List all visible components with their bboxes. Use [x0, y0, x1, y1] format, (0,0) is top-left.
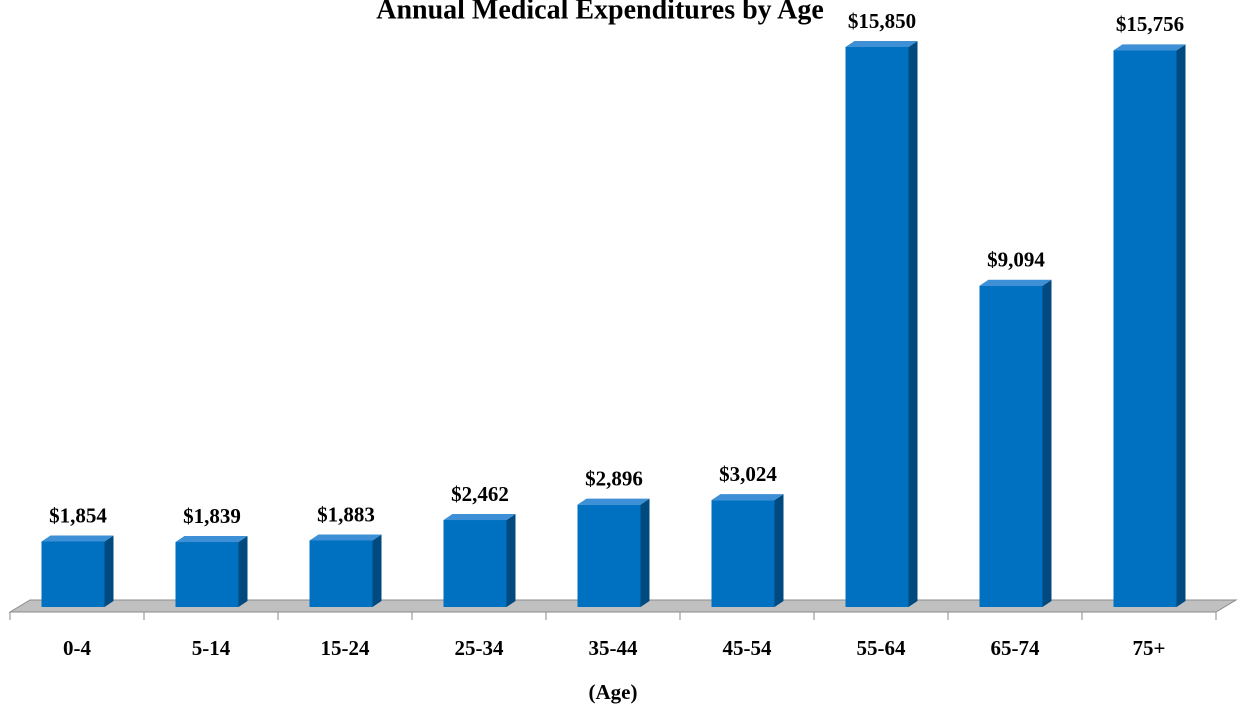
x-tick-label: 45-54: [723, 636, 772, 660]
bar-side: [238, 536, 248, 607]
bar-top: [577, 498, 650, 505]
x-axis-label: (Age): [589, 680, 638, 704]
bar: [309, 540, 373, 607]
bar-top: [1113, 44, 1186, 51]
bar-top: [711, 494, 784, 501]
bar: [443, 520, 507, 607]
bar-top: [309, 534, 382, 541]
bar-top: [845, 41, 918, 47]
data-label: $9,094: [987, 248, 1045, 272]
data-label: $3,024: [719, 462, 777, 486]
x-tick-label: 55-64: [857, 636, 906, 660]
bar-top: [443, 514, 516, 521]
bar-side: [104, 535, 114, 607]
x-tick-label: 15-24: [321, 636, 370, 660]
x-tick-label: 35-44: [589, 636, 638, 660]
x-tick-label: 65-74: [991, 636, 1040, 660]
data-label: $15,756: [1116, 12, 1184, 36]
bar-side: [640, 498, 650, 607]
bar-side: [506, 514, 516, 607]
data-label: $1,839: [183, 504, 241, 528]
bar-side: [372, 534, 382, 607]
data-label: $2,896: [585, 466, 643, 490]
x-tick-label: 0-4: [63, 636, 91, 660]
bar: [41, 541, 105, 607]
bar: [1113, 50, 1177, 607]
bar-side: [908, 41, 918, 607]
data-label: $2,462: [451, 482, 509, 506]
chart-title: Annual Medical Expenditures by Age: [376, 0, 824, 25]
bar-side: [1042, 279, 1052, 607]
bar: [577, 504, 641, 607]
bar-top: [175, 536, 248, 543]
bar: [845, 47, 909, 607]
bar-top: [41, 535, 114, 542]
x-tick-label: 5-14: [192, 636, 231, 660]
bar: [175, 542, 239, 607]
x-tick-label: 25-34: [455, 636, 504, 660]
data-label: $1,854: [49, 503, 107, 527]
bar-top: [979, 279, 1052, 286]
data-label: $1,883: [317, 502, 375, 526]
bar-side: [774, 494, 784, 607]
data-label: $15,850: [848, 9, 916, 33]
bar: [711, 500, 775, 607]
bar-side: [1176, 44, 1186, 607]
bar: [979, 285, 1043, 607]
x-tick-label: 75+: [1133, 636, 1166, 660]
